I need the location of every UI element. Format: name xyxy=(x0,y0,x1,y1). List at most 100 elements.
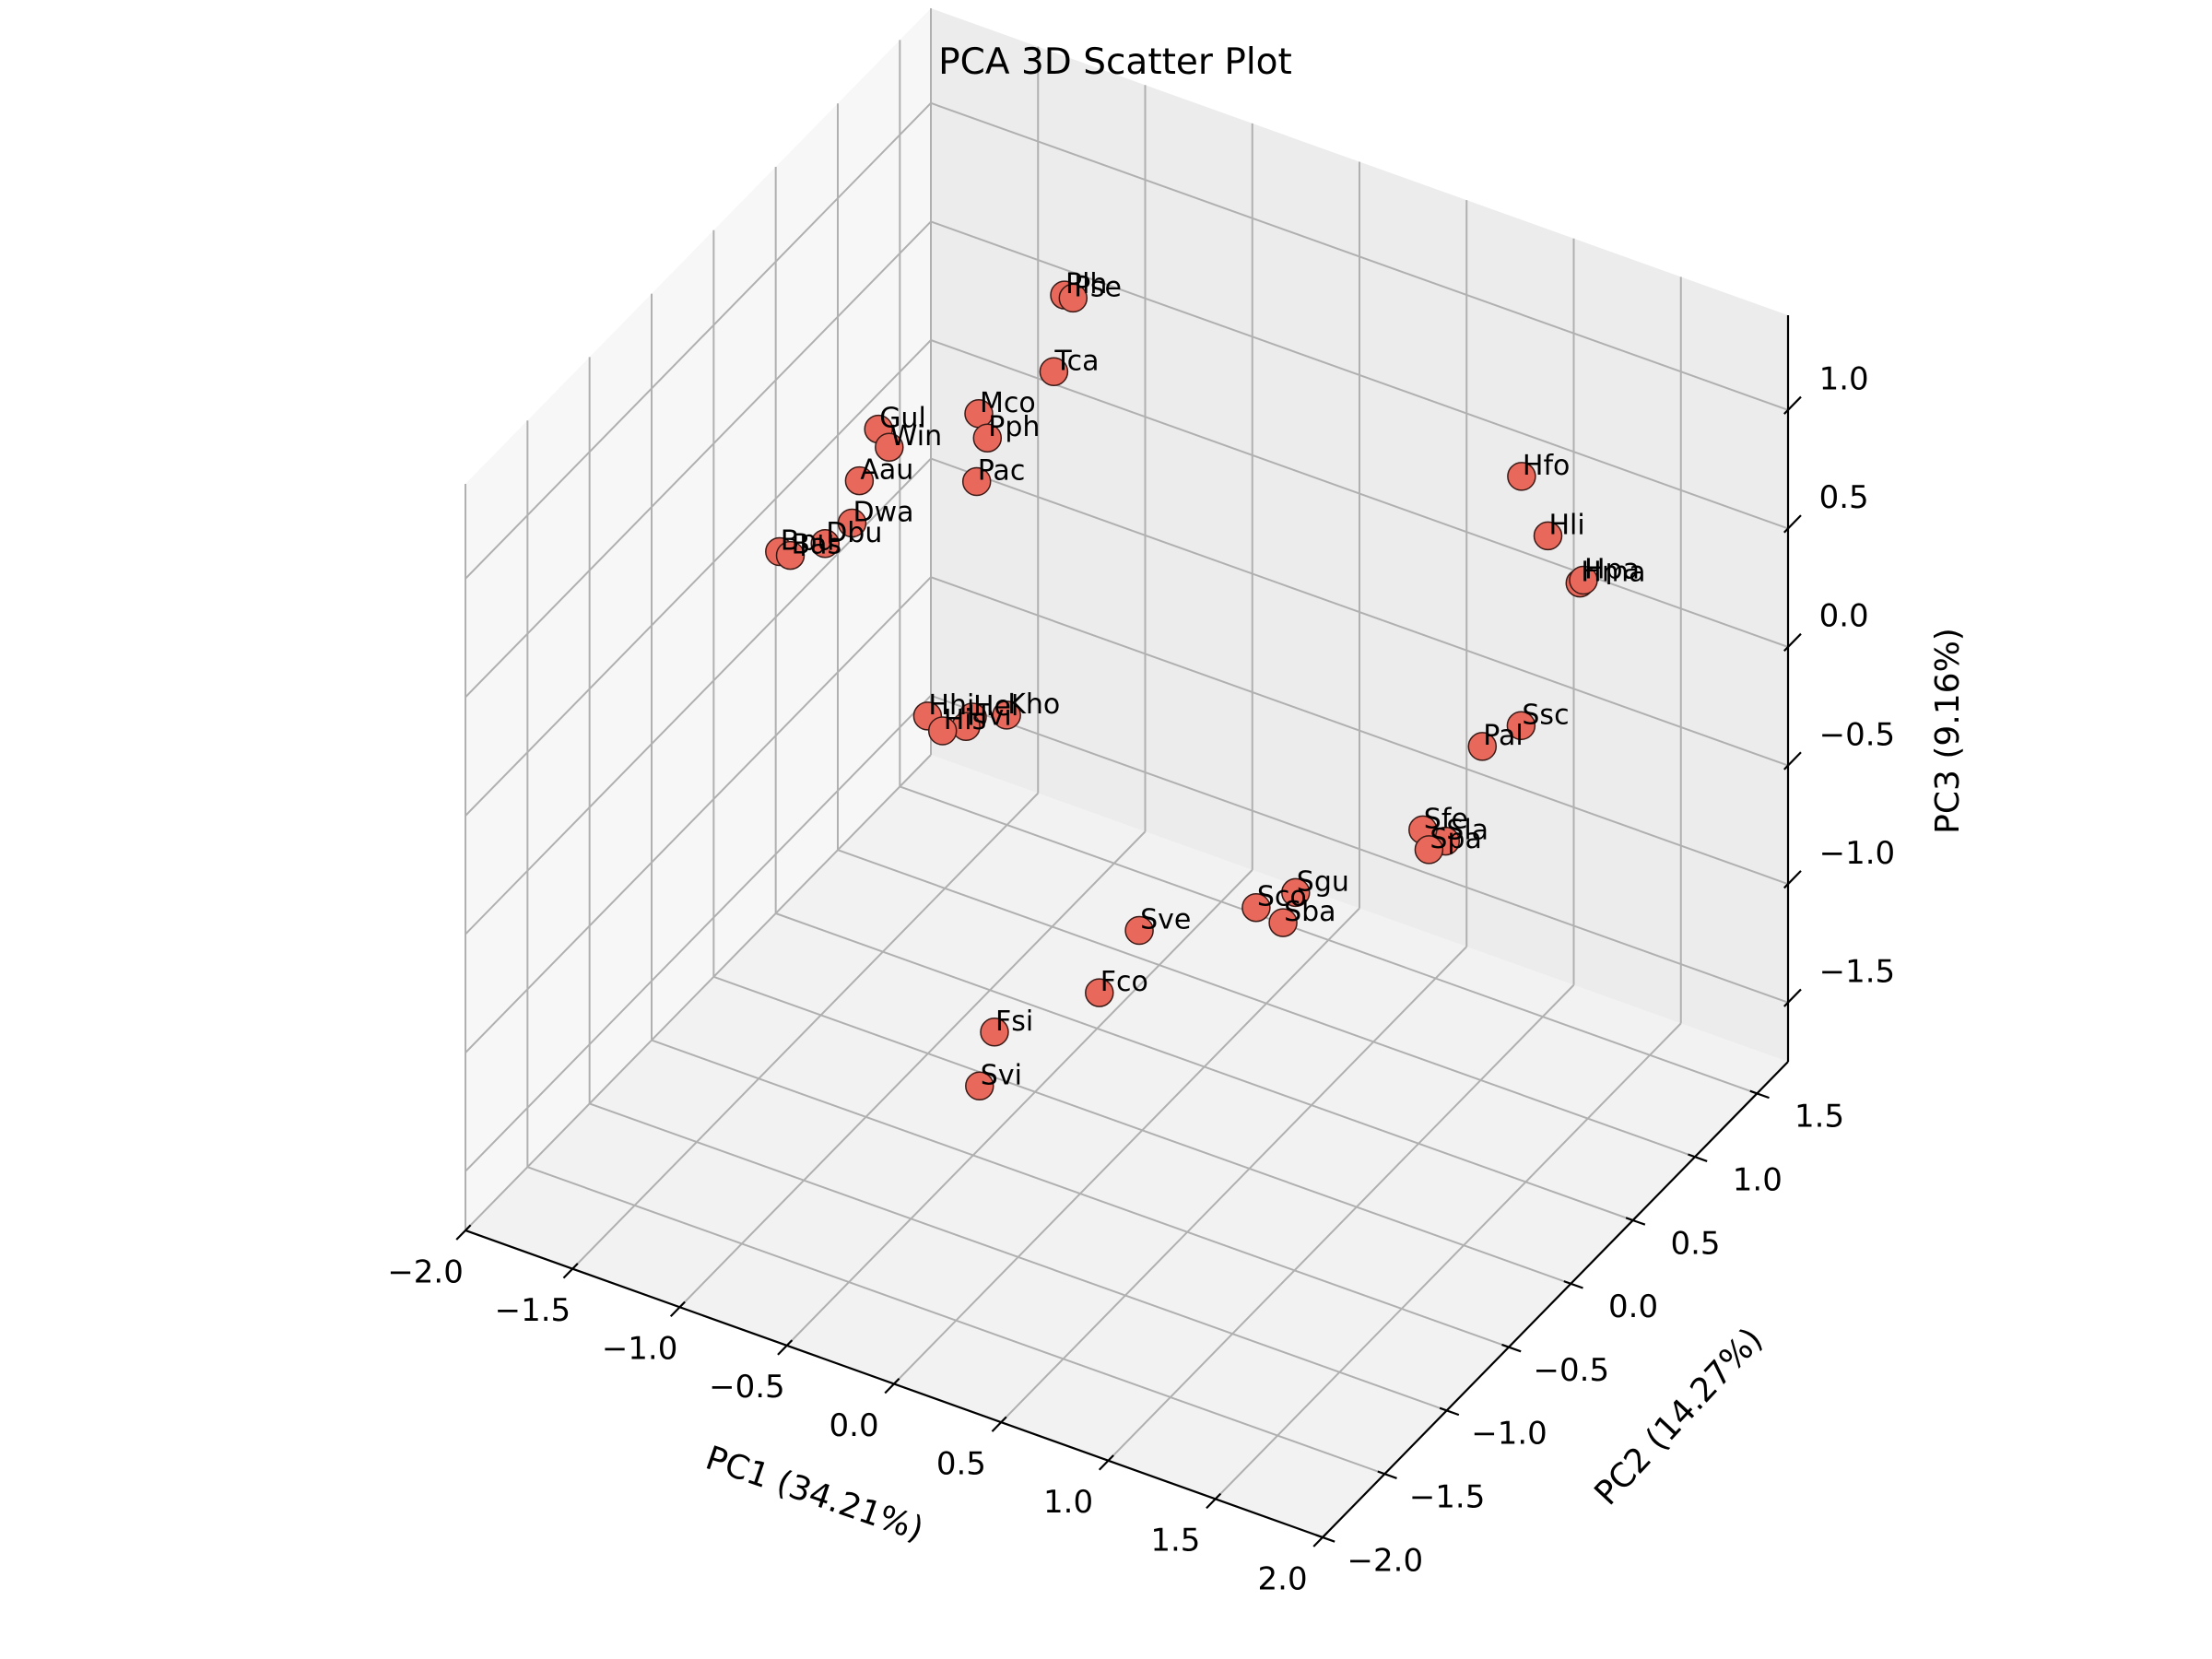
data-point-label: Hma xyxy=(1581,557,1645,589)
data-point-label: Sgu xyxy=(1297,865,1349,898)
y-tick-label: −2.0 xyxy=(1347,1542,1424,1579)
x-tick xyxy=(455,1224,472,1241)
axes-panes xyxy=(465,8,1788,1537)
data-point xyxy=(844,465,875,496)
grid-line-x-floor xyxy=(786,869,1253,1347)
data-point xyxy=(1039,357,1069,387)
data-point xyxy=(875,432,904,462)
data-point xyxy=(961,466,992,497)
x-tick xyxy=(562,1263,579,1279)
data-point-label: Sve xyxy=(1140,904,1191,936)
y-tick xyxy=(1315,1534,1335,1543)
grid-line-y-floor xyxy=(526,1166,1385,1476)
data-point xyxy=(775,540,806,571)
data-point-label: Spa xyxy=(1430,823,1481,855)
grid-line-z-back xyxy=(930,694,1789,1004)
data-point xyxy=(1268,908,1298,937)
grid-line-z-wall xyxy=(465,457,932,935)
z-tick-label: −1.5 xyxy=(1819,953,1896,990)
data-point-label: Aau xyxy=(860,454,913,487)
data-point-label: Mco xyxy=(980,387,1036,419)
data-point xyxy=(992,700,1021,730)
data-point xyxy=(1506,711,1536,741)
z-tick-label: 1.0 xyxy=(1819,361,1869,398)
data-point-label: Fsi xyxy=(995,1006,1033,1038)
grid-line-y-floor xyxy=(712,975,1571,1285)
data-point-label: Win xyxy=(890,420,942,453)
y-tick xyxy=(1563,1280,1583,1289)
data-point xyxy=(1085,978,1114,1007)
data-point xyxy=(1281,877,1311,908)
z-tick-label: −1.0 xyxy=(1819,835,1896,872)
z-tick-label: 0.0 xyxy=(1819,598,1869,635)
y-tick-label: −0.5 xyxy=(1534,1352,1610,1389)
grid-line-y-floor xyxy=(837,849,1696,1159)
grid-line-z-wall xyxy=(465,339,932,817)
grid-line-y-floor xyxy=(899,785,1758,1095)
left-wall-pane xyxy=(465,8,931,1230)
data-point-label: Hhi xyxy=(928,689,974,722)
data-point xyxy=(1507,462,1536,491)
grid-line-z-back xyxy=(930,220,1789,530)
data-point-label: Svi xyxy=(981,1059,1022,1091)
data-point xyxy=(837,508,867,538)
data-point-label: Pac xyxy=(978,455,1026,488)
grid-line-y-floor xyxy=(775,912,1634,1221)
y-tick xyxy=(1625,1217,1646,1226)
x-tick xyxy=(991,1416,1007,1432)
x-tick-label: −1.0 xyxy=(602,1331,678,1368)
data-point xyxy=(965,1071,994,1101)
y-tick xyxy=(1439,1406,1460,1417)
data-point-label: Dwa xyxy=(853,497,914,529)
data-point-label: Tca xyxy=(1053,345,1099,377)
data-point xyxy=(972,423,1003,453)
y-axis-label: PC2 (14.27%) xyxy=(1588,1321,1771,1512)
x-tick-label: 1.0 xyxy=(1043,1484,1093,1521)
y-tick-label: −1.5 xyxy=(1409,1479,1486,1516)
x-tick-label: −1.5 xyxy=(495,1292,571,1329)
x-axis-label: PC1 (34.21%) xyxy=(701,1440,928,1549)
x-tick-label: 2.0 xyxy=(1258,1560,1308,1597)
data-point-label: Hpa xyxy=(1584,554,1640,586)
x-tick-label: −0.5 xyxy=(709,1369,785,1406)
data-point-label: Pph xyxy=(988,411,1040,443)
data-point-label: Sco xyxy=(1257,881,1307,913)
z-tick xyxy=(1783,988,1802,1007)
chart-title: PCA 3D Scatter Plot xyxy=(938,41,1292,83)
data-point-label: Hfo xyxy=(1523,450,1570,482)
x-tick xyxy=(884,1378,900,1394)
y-tick-label: 0.5 xyxy=(1670,1225,1720,1262)
grid-line-z-back xyxy=(930,457,1789,767)
y-tick xyxy=(1749,1089,1770,1100)
grid-line-z-back xyxy=(930,576,1789,886)
z-tick xyxy=(1783,870,1802,889)
z-axis-label: PC3 (9.16%) xyxy=(1929,628,1967,834)
data-point xyxy=(1241,892,1271,923)
grid-line-z-wall xyxy=(465,102,932,580)
grid-line-z-back xyxy=(930,101,1789,411)
y-tick-label: 0.0 xyxy=(1608,1288,1658,1325)
data-points xyxy=(765,280,1598,1101)
z-tick xyxy=(1783,395,1802,415)
data-point-label: Kho xyxy=(1007,688,1060,721)
data-point-label: Sla xyxy=(1446,815,1488,847)
data-point-label: Hel xyxy=(973,690,1018,723)
data-point-label: Pse xyxy=(1074,271,1122,303)
grid-line-y-floor xyxy=(651,1039,1510,1348)
data-point-label: Fco xyxy=(1100,966,1148,998)
z-tick-label: 0.5 xyxy=(1819,479,1869,516)
y-tick xyxy=(1688,1153,1708,1162)
data-point-label: Pal xyxy=(1483,720,1523,752)
data-point-label: Plh xyxy=(1065,268,1107,300)
data-point xyxy=(1124,915,1154,946)
data-point xyxy=(1569,565,1598,595)
data-point xyxy=(927,716,958,746)
y-tick-label: 1.5 xyxy=(1794,1099,1844,1135)
data-point xyxy=(810,529,840,559)
grid-line-z-wall xyxy=(465,695,932,1172)
x-tick xyxy=(777,1339,794,1356)
x-tick-label: 0.0 xyxy=(830,1407,879,1444)
y-tick xyxy=(1501,1343,1522,1353)
